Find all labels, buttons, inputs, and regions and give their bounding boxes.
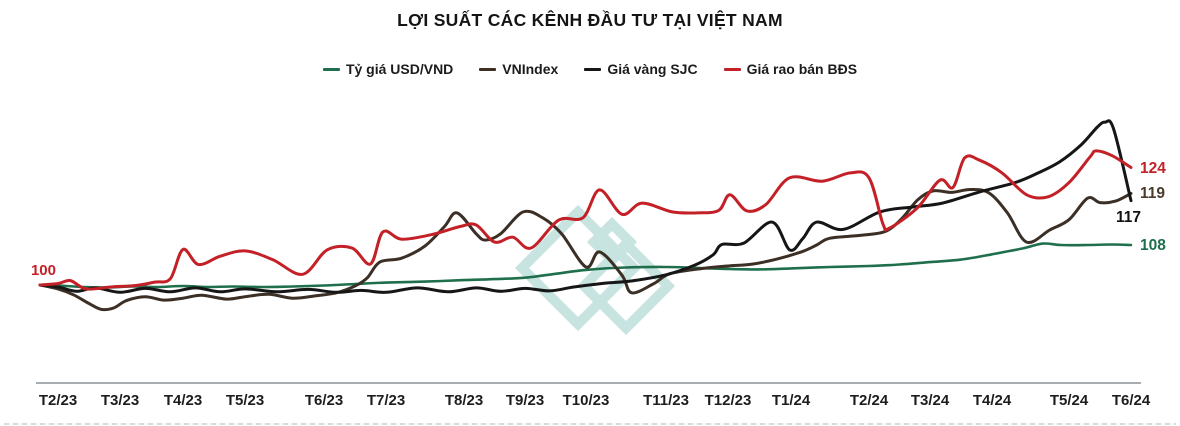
legend-item-2[interactable]: VNIndex	[479, 61, 558, 77]
x-tick-label: T2/23	[38, 392, 78, 409]
x-tick-label: T11/23	[643, 392, 689, 409]
x-tick-label: T3/24	[910, 392, 950, 409]
legend-swatch-icon	[584, 67, 602, 71]
x-tick-label: T4/23	[163, 392, 203, 409]
x-tick-label: T5/24	[1049, 392, 1089, 409]
x-tick-label: T10/23	[562, 392, 610, 409]
watermark-logo	[514, 204, 676, 336]
x-tick-label: T1/24	[771, 392, 811, 409]
x-tick-label: T6/23	[304, 392, 344, 409]
series-line-2	[38, 187, 1133, 312]
end-value-label-3: 117	[1116, 209, 1142, 227]
series-lines	[38, 119, 1133, 312]
x-axis-labels: T2/23 T3/23 T4/23 T5/23 T6/23 T7/23 T8/23 T9/23…	[0, 392, 1180, 414]
legend-swatch-icon	[479, 67, 497, 71]
end-value-label-2: 119	[1140, 185, 1166, 203]
legend: Tỷ giá USD/VND VNIndex Giá vàng SJC Giá rao…	[0, 61, 1180, 77]
x-tick-label: T7/23	[366, 392, 406, 409]
chart-title: LỢI SUẤT CÁC KÊNH ĐẦU TƯ TẠI VIỆT NAM	[397, 10, 783, 30]
legend-label: VNIndex	[502, 61, 559, 77]
x-tick-label: T5/23	[225, 392, 265, 409]
series-line-4	[38, 149, 1133, 291]
legend-label: Giá vàng SJC	[607, 61, 698, 77]
x-tick-label: T12/23	[704, 392, 752, 409]
x-tick-label: T9/23	[505, 392, 545, 409]
legend-item-3[interactable]: Giá vàng SJC	[584, 61, 698, 77]
series-line-3	[38, 119, 1133, 294]
x-tick-label: T2/24	[849, 392, 889, 409]
legend-swatch-icon	[322, 67, 340, 71]
x-tick-label: T6/24	[1111, 392, 1151, 409]
legend-item-4[interactable]: Giá rao bán BĐS	[723, 61, 858, 77]
x-tick-label: T8/23	[444, 392, 484, 409]
x-tick-label: T3/23	[100, 392, 140, 409]
legend-item-1[interactable]: Tỷ giá USD/VND	[322, 61, 454, 77]
x-tick-label: T4/24	[972, 392, 1012, 409]
bottom-strip	[4, 423, 1176, 425]
legend-swatch-icon	[723, 67, 741, 71]
end-value-label-4: 124	[1140, 159, 1166, 177]
series-line-1	[38, 242, 1133, 289]
start-value-label: 100	[30, 262, 56, 279]
legend-label: Giá rao bán BĐS	[746, 61, 858, 77]
end-value-label-1: 108	[1140, 237, 1166, 255]
legend-label: Tỷ giá USD/VND	[345, 61, 454, 77]
